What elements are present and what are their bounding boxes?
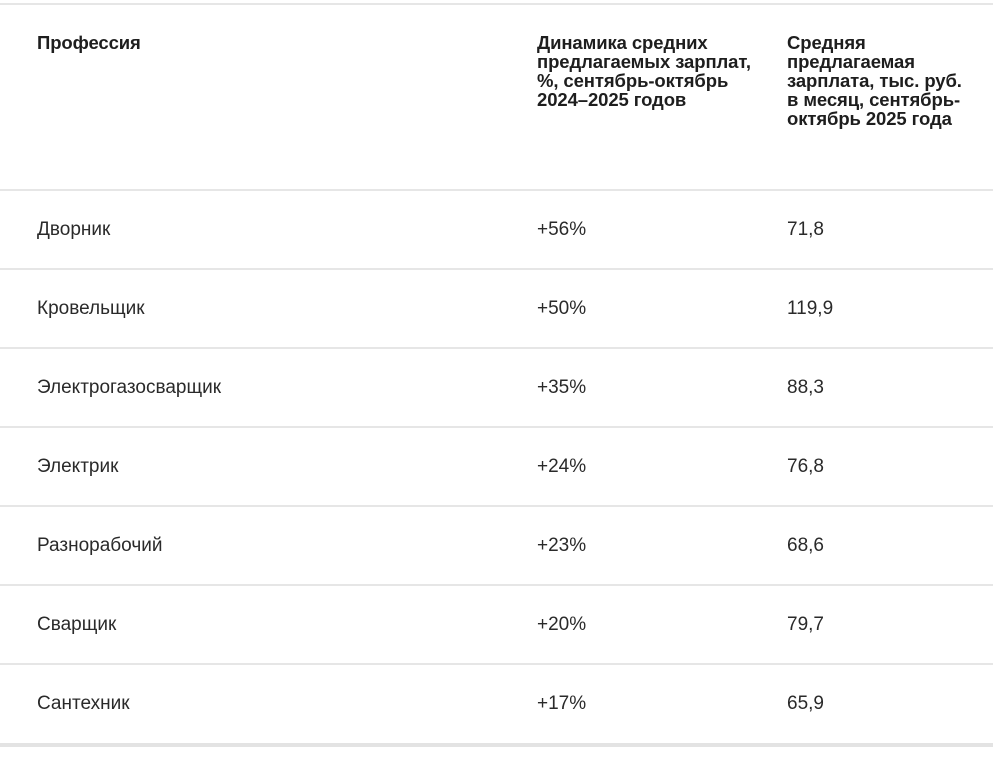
table-row: Дворник +56% 71,8	[0, 190, 993, 269]
cell-profession: Кровельщик	[37, 297, 145, 319]
table-row: Разнорабочий +23% 68,6	[0, 506, 993, 585]
cell-salary: 79,7	[787, 613, 824, 635]
cell-salary: 119,9	[787, 297, 834, 319]
table-row: Сантехник +17% 65,9	[0, 664, 993, 743]
table-body: Дворник +56% 71,8 Кровельщик +50% 119,9 …	[0, 190, 993, 743]
table-row: Электрик +24% 76,8	[0, 427, 993, 506]
cell-profession: Сантехник	[37, 693, 130, 714]
cell-salary: 88,3	[787, 376, 824, 398]
cell-profession: Сварщик	[37, 613, 117, 635]
cell-salary: 68,6	[787, 534, 824, 556]
cell-profession: Электрик	[37, 455, 119, 477]
cell-change: +20%	[537, 613, 587, 635]
cell-profession: Дворник	[37, 218, 111, 240]
cell-salary: 76,8	[787, 455, 824, 477]
table-header: Профессия Динамика средних предлагаемых …	[0, 5, 993, 190]
header-profession: Профессия	[37, 32, 141, 53]
table-row: Электрогазосварщик +35% 88,3	[0, 348, 993, 427]
table-row: Сварщик +20% 79,7	[0, 585, 993, 664]
header-row: Профессия Динамика средних предлагаемых …	[0, 5, 993, 190]
cell-salary: 71,8	[787, 218, 824, 240]
cell-change: +23%	[537, 534, 587, 556]
salary-table: Профессия Динамика средних предлагаемых …	[0, 5, 993, 743]
header-salary-change: Динамика средних предлагаемых зарплат, %…	[537, 32, 751, 110]
cell-change: +24%	[537, 455, 587, 477]
table-row: Кровельщик +50% 119,9	[0, 269, 993, 348]
cell-salary: 65,9	[787, 693, 824, 714]
cell-change: +35%	[537, 376, 587, 398]
cell-profession: Электрогазосварщик	[37, 376, 222, 398]
header-average-salary: Средняя предлагаемая зарплата, тыс. руб.…	[787, 32, 962, 129]
cell-change: +50%	[537, 297, 587, 319]
cell-change: +56%	[537, 218, 587, 240]
cell-profession: Разнорабочий	[37, 534, 163, 556]
cell-change: +17%	[537, 693, 587, 714]
salary-table-container: Профессия Динамика средних предлагаемых …	[0, 3, 993, 747]
